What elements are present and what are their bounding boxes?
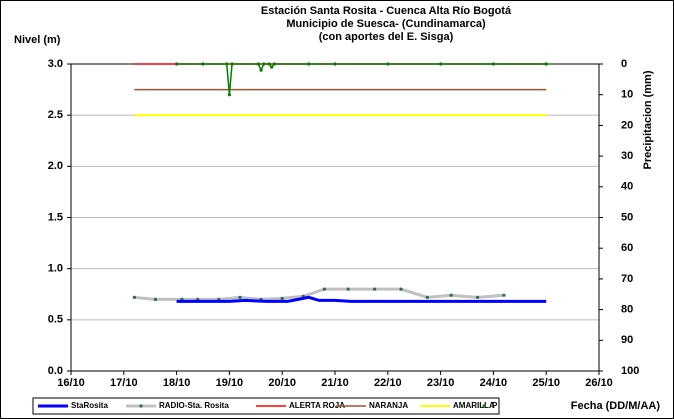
data-point xyxy=(386,62,390,66)
legend-label: RADIO-Sta. Rosita xyxy=(159,401,229,410)
data-point xyxy=(272,62,276,66)
data-point xyxy=(153,297,158,301)
x-tick-label: 25/10 xyxy=(532,377,560,389)
data-point xyxy=(175,62,179,66)
x-axis-label: Fecha (DD/M/AA) xyxy=(571,400,661,412)
y-tick-label: 3.0 xyxy=(48,58,63,70)
data-point xyxy=(267,62,271,66)
title: (con aportes del E. Sisga) xyxy=(319,31,454,43)
data-point xyxy=(399,287,403,291)
y-axis-label: Nivel (m) xyxy=(14,34,61,46)
data-point xyxy=(238,295,242,299)
y2-tick-label: 40 xyxy=(621,181,633,193)
y-tick-label: 0.0 xyxy=(48,365,63,377)
data-point xyxy=(256,62,261,66)
legend-marker xyxy=(139,404,143,408)
data-point xyxy=(502,293,506,297)
y2-tick-label: 80 xyxy=(621,304,633,316)
y2-tick-label: 70 xyxy=(621,273,633,285)
legend-marker xyxy=(482,404,486,408)
x-tick-label: 24/10 xyxy=(480,377,508,389)
y2-tick-label: 100 xyxy=(621,365,639,377)
data-point xyxy=(270,65,274,69)
legend-label: AMARILLA xyxy=(453,401,495,410)
y2-axis-label: Precipitacion (mm) xyxy=(642,70,654,169)
title: Estación Santa Rosita - Cuenca Alta Río … xyxy=(261,5,512,17)
legend-label: StaRosita xyxy=(71,401,108,410)
data-point xyxy=(262,62,266,66)
x-tick-label: 22/10 xyxy=(374,377,402,389)
y-tick-label: 1.5 xyxy=(48,211,63,223)
x-tick-label: 21/10 xyxy=(321,377,349,389)
y-tick-label: 2.0 xyxy=(48,160,63,172)
data-point xyxy=(475,295,480,299)
x-tick-label: 23/10 xyxy=(427,377,455,389)
title: Municipio de Suesca- (Cundinamarca) xyxy=(286,18,486,30)
y2-tick-label: 10 xyxy=(621,89,633,101)
data-point xyxy=(201,62,205,66)
y-tick-label: 2.5 xyxy=(48,109,63,121)
data-point xyxy=(307,62,311,66)
y2-tick-label: 50 xyxy=(621,211,633,223)
data-point xyxy=(225,62,229,66)
series-line xyxy=(176,295,547,303)
legend-label: P xyxy=(492,401,498,410)
data-point xyxy=(346,287,350,291)
x-tick-label: 18/10 xyxy=(163,377,191,389)
y-tick-label: 1.0 xyxy=(48,263,63,275)
x-tick-label: 26/10 xyxy=(585,377,613,389)
x-tick-label: 19/10 xyxy=(216,377,244,389)
y2-tick-label: 0 xyxy=(621,58,627,70)
data-point xyxy=(491,62,495,66)
legend-label: ALERTA ROJA xyxy=(289,401,345,410)
y-tick-label: 0.5 xyxy=(48,314,63,326)
y2-tick-label: 20 xyxy=(621,119,633,131)
x-tick-label: 20/10 xyxy=(268,377,296,389)
data-point xyxy=(322,287,327,291)
data-point xyxy=(333,62,337,66)
data-point xyxy=(280,296,284,300)
legend-label: NARANJA xyxy=(369,401,408,410)
data-point xyxy=(373,287,377,291)
y2-tick-label: 30 xyxy=(621,150,633,162)
data-point xyxy=(259,68,263,72)
y2-tick-label: 60 xyxy=(621,242,633,254)
data-point xyxy=(230,62,234,66)
data-point xyxy=(544,62,548,66)
data-point xyxy=(439,62,443,66)
data-point xyxy=(449,293,453,297)
y2-tick-label: 90 xyxy=(621,334,633,346)
data-point xyxy=(425,295,429,299)
x-tick-label: 17/10 xyxy=(110,377,138,389)
data-point xyxy=(132,295,136,299)
x-tick-label: 16/10 xyxy=(57,377,85,389)
data-point xyxy=(227,93,231,97)
